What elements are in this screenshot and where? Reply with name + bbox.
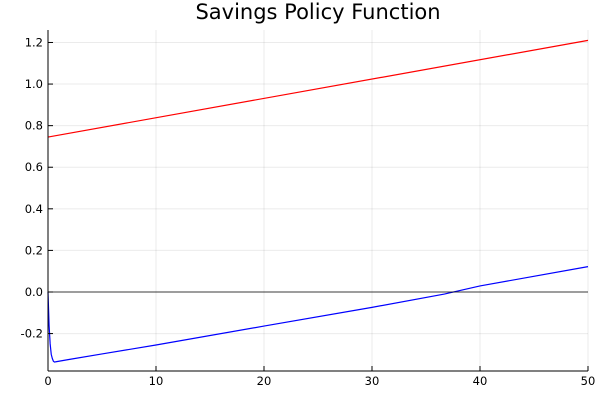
y-tick-label: 0.2 — [25, 243, 43, 257]
x-tick-label: 10 — [149, 374, 164, 388]
y-tick-label: 1.2 — [25, 35, 43, 49]
x-tick-label: 40 — [473, 374, 488, 388]
x-tick-label: 0 — [44, 374, 51, 388]
blue-policy-line — [47, 266, 589, 363]
chart-title: Savings Policy Function — [195, 0, 440, 24]
ticks: 0 10 20 30 40 50 -0.2 0.0 0.2 0.4 0.6 0.8 1.0 1.2 — [21, 35, 596, 388]
x-tick-label: 20 — [257, 374, 272, 388]
x-tick-label: 30 — [365, 374, 380, 388]
y-tick-label: 0.0 — [25, 285, 43, 299]
y-tick-label: -0.2 — [21, 327, 43, 341]
grid — [47, 30, 589, 371]
plot-series — [47, 39, 589, 363]
y-tick-label: 1.0 — [25, 77, 43, 91]
axes — [47, 30, 588, 372]
y-tick-label: 0.6 — [25, 160, 43, 174]
y-tick-label: 0.4 — [25, 202, 43, 216]
y-tick-label: 0.8 — [25, 119, 43, 133]
x-tick-label: 50 — [581, 374, 596, 388]
red-policy-line — [47, 39, 589, 138]
